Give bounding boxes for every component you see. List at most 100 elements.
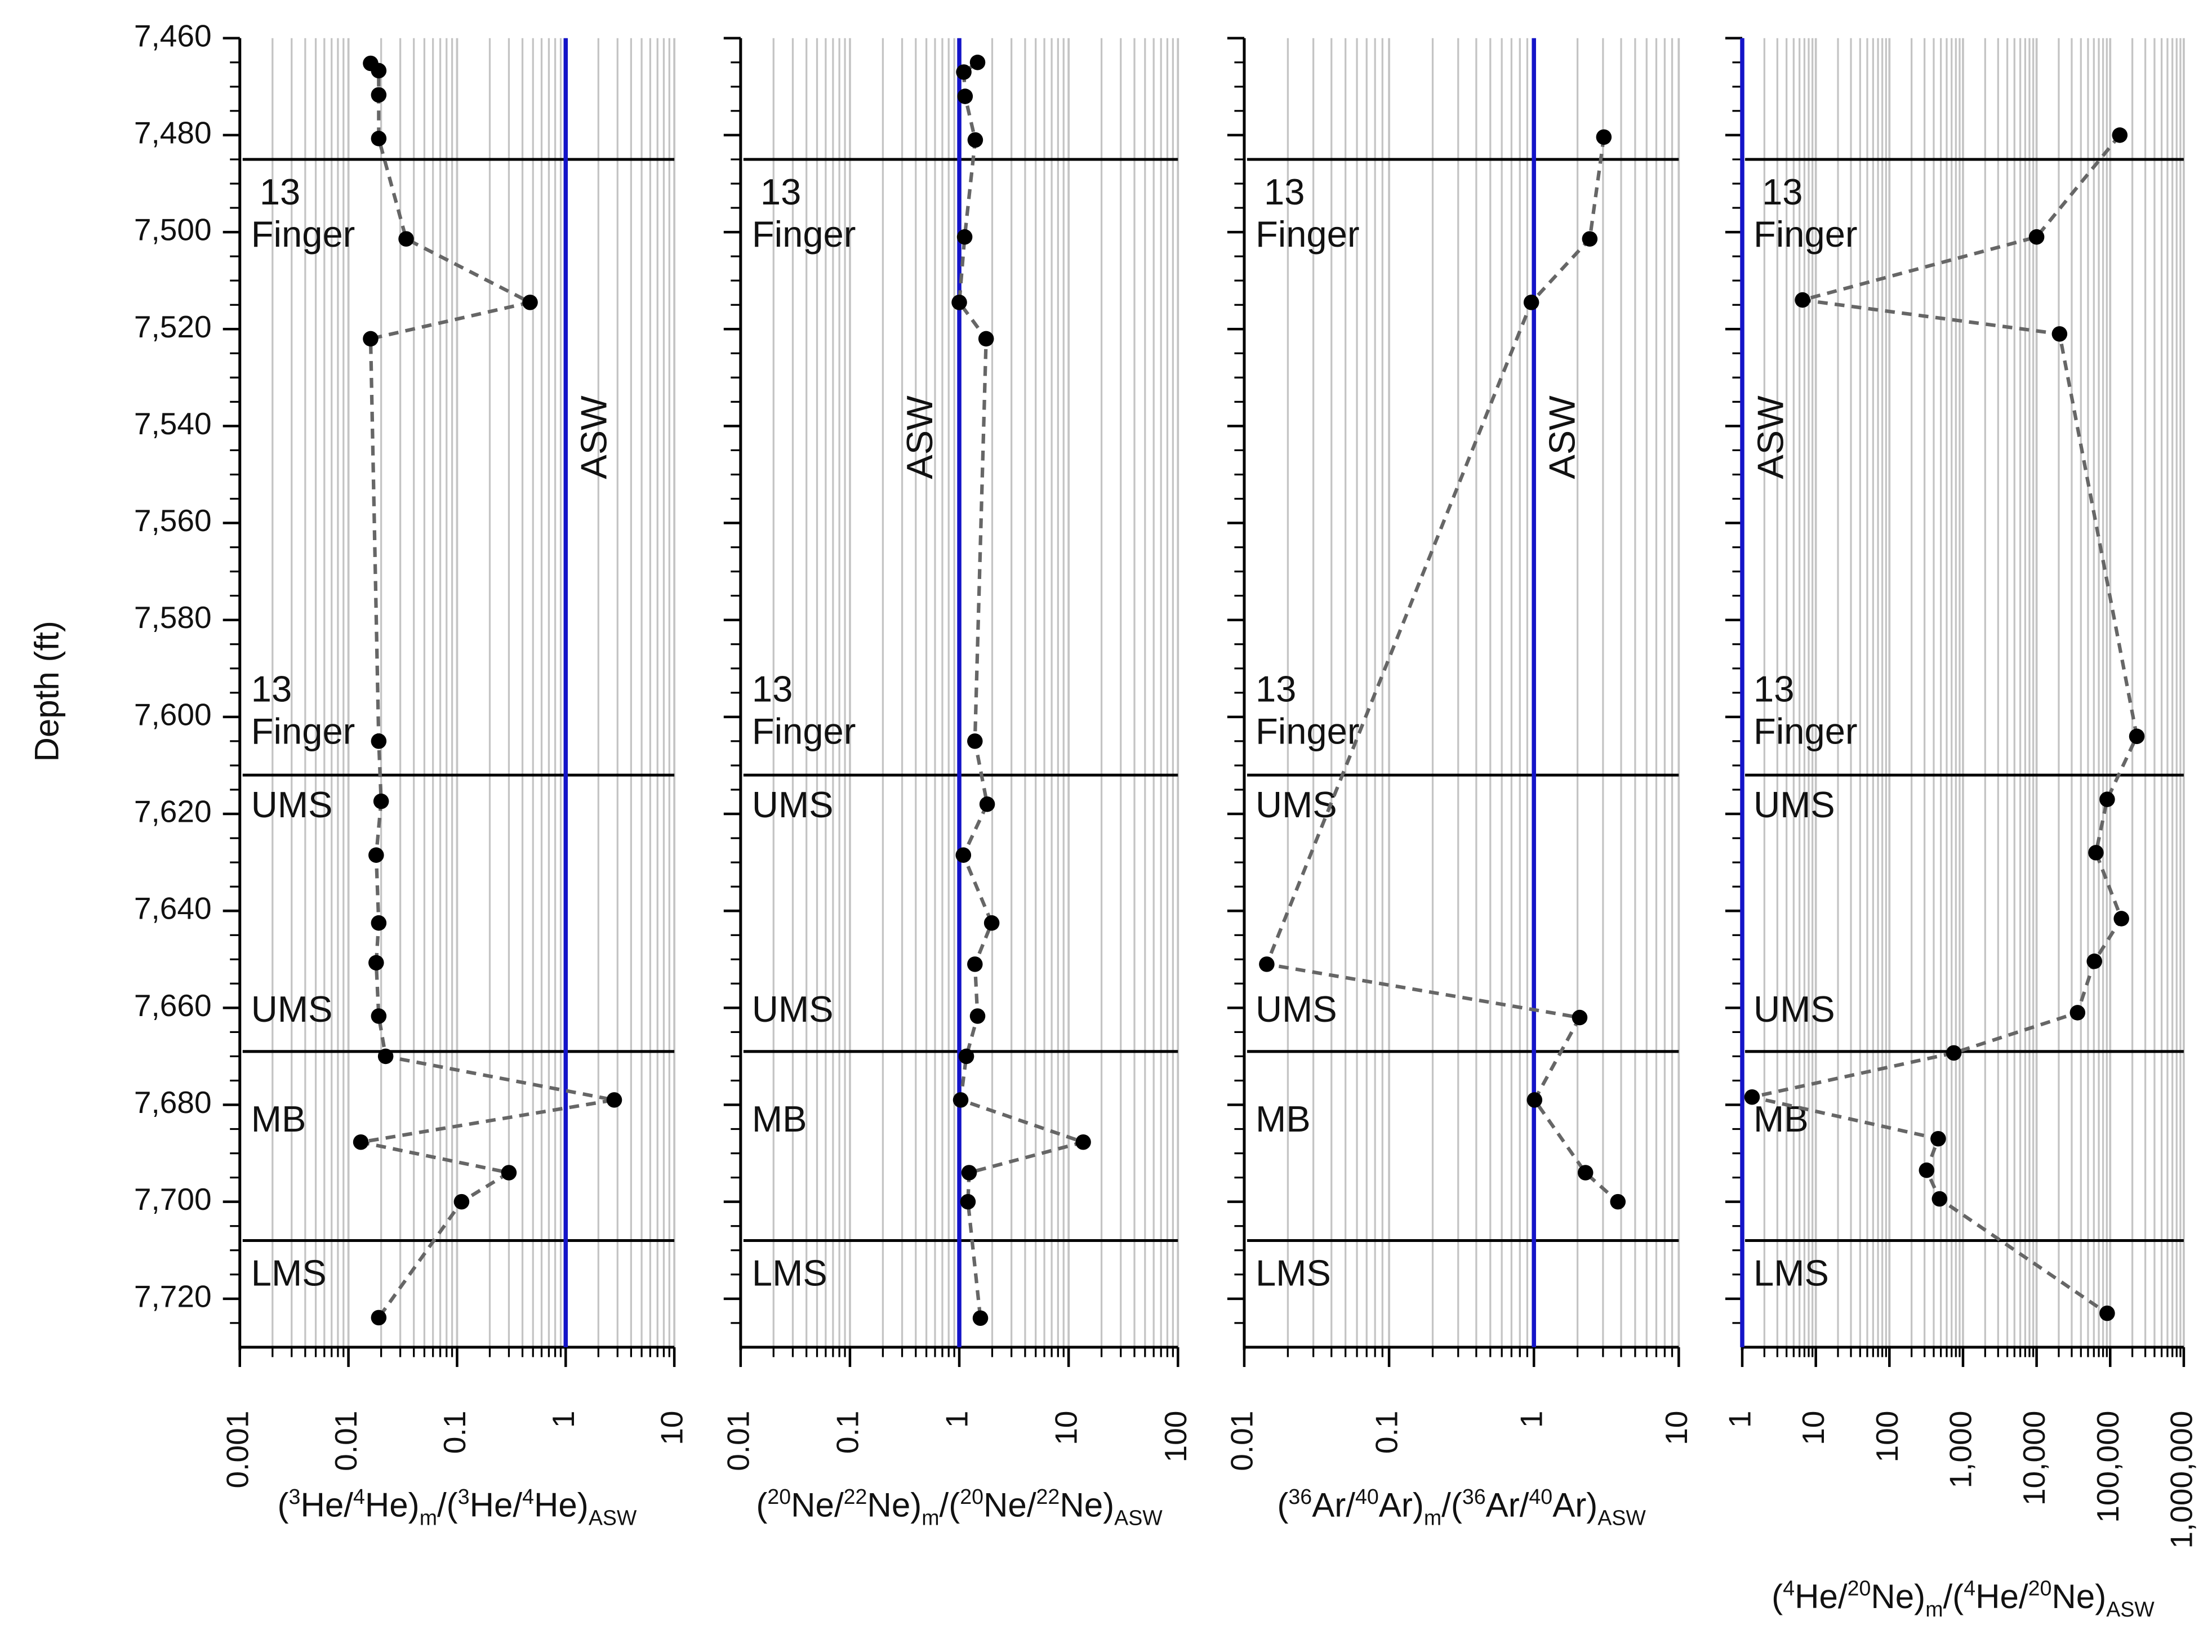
- x-axis-label-part: /(: [1441, 1486, 1462, 1524]
- y-tick-label: 7,540: [134, 406, 212, 441]
- data-point: [2051, 326, 2068, 342]
- data-point: [972, 1310, 989, 1326]
- data-point: [2129, 728, 2145, 745]
- x-axis-label-part: 36: [1462, 1485, 1486, 1508]
- x-axis-label-part: /(: [1943, 1578, 1964, 1615]
- x-axis-label-part: He/: [300, 1486, 353, 1524]
- data-point: [453, 1194, 470, 1210]
- zone-label: UMS: [1256, 988, 1337, 1030]
- data-point: [371, 733, 387, 749]
- zone-label: UMS: [752, 784, 834, 825]
- zone-label: 13: [1264, 171, 1305, 212]
- x-axis-label-part: Ar): [1379, 1486, 1424, 1524]
- zone-label: Finger: [1753, 711, 1858, 752]
- y-tick-label: 7,500: [134, 212, 212, 247]
- y-tick-label: 7,480: [134, 115, 212, 150]
- x-tick-label: 10: [655, 1411, 689, 1445]
- x-axis-label: (4He/20Ne)m/(4He/20Ne)ASW: [1772, 1577, 2155, 1622]
- data-point: [961, 1165, 977, 1181]
- data-point: [2099, 1305, 2115, 1321]
- x-axis-label-part: (: [1772, 1578, 1783, 1615]
- x-tick-label: 10: [1049, 1411, 1084, 1445]
- y-tick-label: 7,640: [134, 891, 212, 926]
- y-tick-label: 7,660: [134, 988, 212, 1023]
- x-axis-label-part: Ne/: [791, 1486, 844, 1524]
- x-tick-label: 1: [546, 1411, 581, 1428]
- x-axis-label-part: ASW: [1114, 1506, 1163, 1529]
- zone-label: Finger: [251, 711, 355, 752]
- data-point: [1075, 1134, 1091, 1150]
- x-axis-label-part: Ar/: [1486, 1486, 1529, 1524]
- data-point: [522, 295, 538, 310]
- data-point: [978, 331, 994, 347]
- y-tick-label: 7,460: [134, 18, 212, 53]
- x-tick-label: 10: [1659, 1411, 1694, 1445]
- x-tick-label: 1,000,000: [2164, 1411, 2198, 1549]
- x-axis-label-part: Ne): [867, 1486, 922, 1524]
- data-point: [956, 64, 972, 80]
- x-tick-label: 0.01: [720, 1411, 755, 1471]
- x-tick-label: 0.1: [830, 1411, 865, 1454]
- data-point: [373, 793, 389, 809]
- data-point: [2028, 229, 2045, 245]
- x-axis-label-part: 20: [960, 1485, 983, 1508]
- x-axis-label: (3He/4He)m/(3He/4He)ASW: [278, 1485, 637, 1530]
- reference-label: ASW: [573, 395, 615, 479]
- x-axis-label-part: m: [1424, 1506, 1441, 1529]
- x-tick-label: 1: [1514, 1411, 1549, 1428]
- panel: 0.001 0.01 0.1 1 10 7,460 7,480 7,500 7,520 7,540…: [28, 18, 689, 1529]
- zone-label: 13: [1762, 171, 1802, 212]
- data-point: [398, 231, 414, 247]
- data-point: [2099, 791, 2115, 807]
- x-tick-label: 10,000: [2017, 1411, 2051, 1506]
- data-point: [1259, 956, 1275, 972]
- data-point: [951, 295, 967, 310]
- x-axis-label-part: (: [756, 1486, 767, 1524]
- zone-label: LMS: [752, 1252, 827, 1293]
- data-line: [1751, 133, 2139, 1315]
- zone-label: 13: [760, 171, 801, 212]
- data-point: [371, 1310, 387, 1326]
- x-tick-label: 1: [1723, 1411, 1757, 1428]
- data-point: [371, 131, 387, 146]
- data-point: [1946, 1045, 1962, 1061]
- x-axis-label-part: 40: [1355, 1485, 1379, 1508]
- data-point: [2069, 1005, 2086, 1021]
- x-axis-label-part: m: [922, 1506, 939, 1529]
- x-axis-label-part: He/: [1975, 1578, 2028, 1615]
- panel: 0.01 0.1 1 1013Finger13FingerUMSUMSMBLMSASW…: [1224, 37, 1694, 1529]
- x-axis-label-part: m: [1925, 1597, 1943, 1621]
- x-axis-label-part: /(: [940, 1486, 960, 1524]
- panel: 1 10 100 1,000 10,000 100,000 1,000,00013Finge…: [1723, 37, 2198, 1622]
- x-axis-label: (20Ne/22Ne)m/(20Ne/22Ne)ASW: [756, 1485, 1163, 1530]
- x-tick-label: 0.001: [220, 1411, 255, 1489]
- data-point: [606, 1092, 622, 1108]
- y-tick-label: 7,520: [134, 309, 212, 344]
- x-axis-label-part: 40: [1529, 1485, 1552, 1508]
- data-point: [967, 733, 983, 749]
- y-tick-label: 7,580: [134, 600, 212, 635]
- data-point: [353, 1134, 369, 1150]
- y-axis-label: Depth (ft): [28, 621, 66, 762]
- data-point: [1795, 292, 1810, 308]
- y-tick-label: 7,620: [134, 794, 212, 829]
- x-axis-label-part: 3: [289, 1485, 301, 1508]
- x-axis-label-part: 20: [2028, 1577, 2052, 1600]
- y-tick-label: 7,700: [134, 1182, 212, 1217]
- zone-label: MB: [251, 1098, 306, 1139]
- zone-label: UMS: [1753, 988, 1835, 1030]
- zone-label: 13: [1753, 669, 1794, 710]
- zone-label: 13: [752, 669, 793, 710]
- data-point: [371, 1008, 387, 1024]
- x-axis-label-part: He/: [1795, 1578, 1848, 1615]
- zone-label: UMS: [251, 988, 333, 1030]
- x-axis-label-part: /(: [437, 1486, 458, 1524]
- x-tick-label: 1: [940, 1411, 974, 1428]
- data-point: [363, 331, 379, 347]
- data-point: [371, 87, 387, 103]
- data-point: [969, 1008, 986, 1024]
- zone-label: Finger: [752, 711, 856, 752]
- x-tick-label: 100: [1158, 1411, 1193, 1463]
